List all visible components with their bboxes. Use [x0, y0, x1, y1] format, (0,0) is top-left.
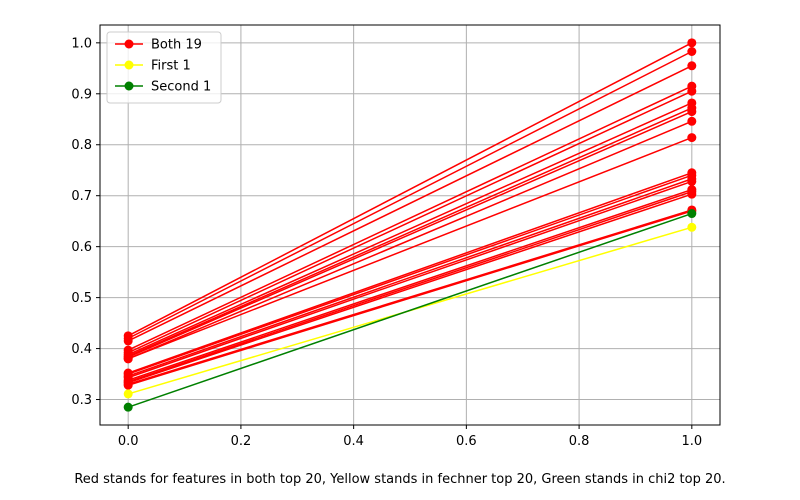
legend-swatch-marker — [124, 81, 134, 91]
y-tick-label: 0.3 — [71, 393, 92, 408]
data-point — [687, 86, 697, 96]
series-line — [127, 190, 693, 383]
series-line — [127, 178, 693, 377]
series-line — [127, 193, 693, 384]
series-line — [127, 174, 693, 375]
series-line — [127, 180, 693, 379]
plot-frame — [99, 24, 721, 426]
x-tick-label: 0.0 — [118, 434, 139, 449]
series-line — [127, 90, 693, 354]
x-tick-label: 0.6 — [456, 434, 477, 449]
series-line — [127, 136, 693, 360]
y-tick-label: 0.4 — [71, 342, 92, 357]
data-point — [687, 107, 697, 117]
series-both-19 — [123, 38, 697, 390]
legend-swatch-marker — [124, 39, 134, 49]
data-point — [687, 116, 697, 126]
series-line — [127, 65, 693, 342]
data-point — [123, 402, 133, 412]
series-line — [127, 120, 693, 360]
legend-label: First 1 — [151, 59, 191, 74]
series-line — [127, 210, 693, 386]
data-point — [123, 380, 133, 390]
series-line — [127, 50, 693, 340]
series-layer — [123, 38, 697, 412]
y-tick-label: 0.9 — [71, 87, 92, 102]
series-line — [127, 212, 693, 408]
data-point — [687, 209, 697, 219]
data-point — [123, 354, 133, 364]
legend-swatch-marker — [124, 60, 134, 70]
series-line — [127, 85, 693, 351]
data-point — [687, 189, 697, 199]
data-point — [687, 38, 697, 48]
series-line — [127, 172, 693, 374]
legend-label: Both 19 — [151, 38, 202, 53]
data-point — [687, 176, 697, 186]
data-point — [687, 46, 697, 56]
x-tick-label: 1.0 — [681, 434, 702, 449]
data-point — [123, 336, 133, 346]
data-point — [123, 389, 133, 399]
x-tick-label: 0.8 — [569, 434, 590, 449]
y-tick-label: 1.0 — [71, 36, 92, 51]
y-tick-label: 0.8 — [71, 138, 92, 153]
series-second-1 — [123, 209, 697, 412]
x-tick-label: 0.2 — [231, 434, 252, 449]
data-point — [687, 61, 697, 71]
y-tick-label: 0.7 — [71, 189, 92, 204]
series-line — [127, 107, 693, 357]
series-line — [127, 102, 693, 356]
y-tick-label: 0.5 — [71, 291, 92, 306]
series-line — [127, 209, 693, 385]
y-tick-label: 0.6 — [71, 240, 92, 255]
legend: Both 19 First 1 Second 1 — [106, 31, 222, 104]
legend-label: Second 1 — [151, 80, 211, 95]
series-line — [127, 188, 693, 381]
chart-caption: Red stands for features in both top 20, … — [74, 472, 726, 487]
axis-ticks: 0.0 0.2 0.4 0.6 0.8 1.0 0.3 0.4 0.5 0.6 0.7 0.8 0.9 1… — [71, 36, 702, 449]
data-point — [687, 133, 697, 143]
series-line — [127, 110, 693, 358]
x-tick-label: 0.4 — [343, 434, 364, 449]
data-point — [687, 222, 697, 232]
series-line — [127, 42, 693, 337]
